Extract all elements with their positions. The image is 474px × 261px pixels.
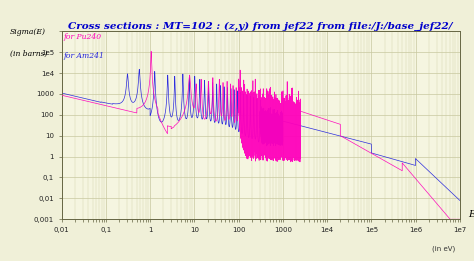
Text: for Am241: for Am241 <box>64 52 104 60</box>
Text: Sigma(E): Sigma(E) <box>10 28 46 35</box>
Text: (in barns): (in barns) <box>10 50 47 58</box>
Text: E: E <box>468 210 474 219</box>
Title: Cross sections : MT=102 : (z,y) from jef22 from file:/J:/base_jef22/: Cross sections : MT=102 : (z,y) from jef… <box>68 21 453 31</box>
Text: (in eV): (in eV) <box>432 246 455 252</box>
Text: for Pu240: for Pu240 <box>64 33 102 41</box>
